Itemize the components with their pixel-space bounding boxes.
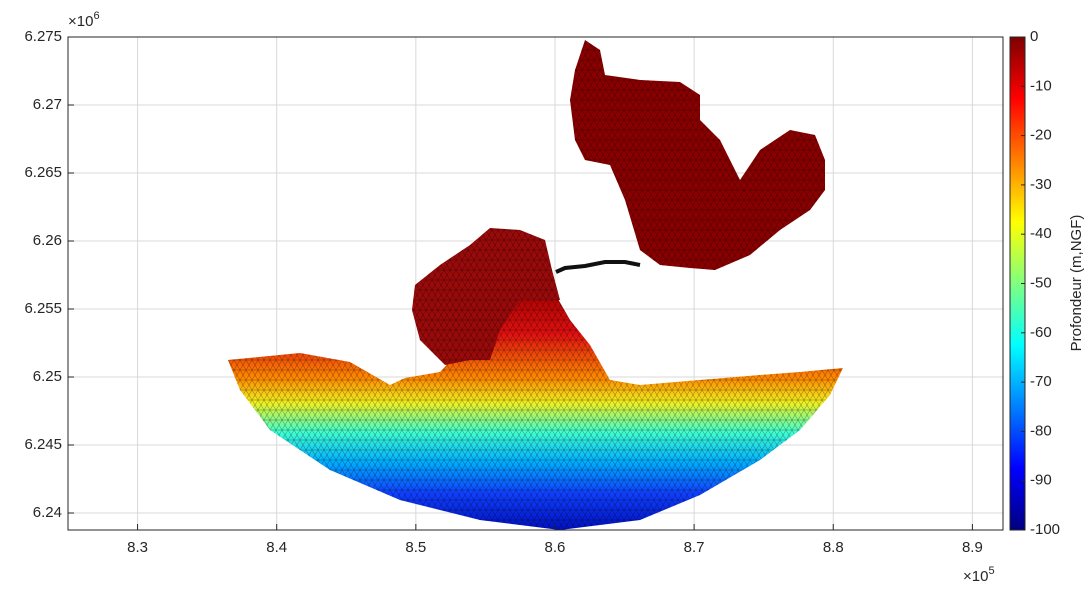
colorbar-tick-label: -30 [1030, 176, 1052, 193]
colorbar-tick-label: -10 [1030, 77, 1052, 94]
y-tick-label: 6.255 [24, 300, 62, 317]
gulf-mesh [412, 228, 560, 365]
lagoon-mesh [570, 40, 825, 270]
colorbar-tick-label: -60 [1030, 324, 1052, 341]
y-tick-label: 6.25 [33, 368, 62, 385]
colorbar-tick-label: -40 [1030, 225, 1052, 242]
y-multiplier-exponent: 6 [93, 10, 99, 22]
x-tick-label: 8.5 [405, 539, 426, 556]
y-multiplier-base: ×10 [68, 13, 93, 30]
x-tick-label: 8.3 [127, 539, 148, 556]
colorbar-tick-label: 0 [1030, 28, 1038, 45]
colorbar-tick-label: -90 [1030, 472, 1052, 489]
x-multiplier-base: ×10 [963, 568, 988, 585]
x-multiplier: ×105 [963, 565, 995, 585]
mesh-map [228, 40, 843, 530]
axes-box [67, 36, 1004, 531]
colorbar-label: Profondeur (m,NGF) [1068, 215, 1085, 352]
y-tick-label: 6.245 [24, 436, 62, 453]
y-tick-label: 6.275 [24, 28, 62, 45]
bay-mesh [228, 285, 843, 530]
x-multiplier-exponent: 5 [988, 565, 994, 577]
colorbar-tick-label: -70 [1030, 373, 1052, 390]
x-tick-label: 8.4 [266, 539, 287, 556]
colorbar-tick-label: -50 [1030, 274, 1052, 291]
y-tick-label: 6.27 [33, 96, 62, 113]
x-tick-label: 8.6 [545, 539, 566, 556]
y-multiplier: ×106 [68, 10, 100, 30]
y-tick-label: 6.24 [33, 504, 62, 521]
y-tick-label: 6.265 [24, 164, 62, 181]
y-tick-label: 6.26 [33, 232, 62, 249]
colorbar-tick-label: -100 [1030, 521, 1060, 538]
x-tick-label: 8.7 [684, 539, 705, 556]
x-tick-label: 8.8 [823, 539, 844, 556]
colorbar-tick-label: -80 [1030, 422, 1052, 439]
channel [555, 260, 641, 274]
x-tick-label: 8.9 [962, 539, 983, 556]
colorbar-tick-label: -20 [1030, 127, 1052, 144]
